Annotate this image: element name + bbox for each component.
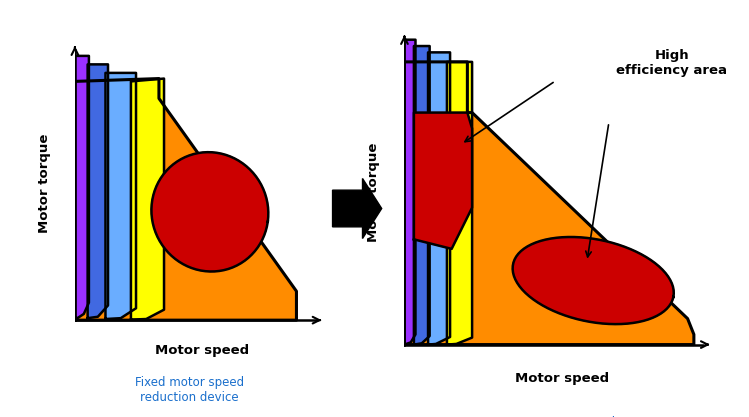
Text: Fixed motor speed
reduction device: Fixed motor speed reduction device	[135, 377, 244, 404]
Polygon shape	[75, 56, 89, 318]
Text: High
efficiency area: High efficiency area	[616, 49, 727, 77]
Polygon shape	[414, 113, 472, 249]
Polygon shape	[88, 64, 108, 318]
Text: Motor speed: Motor speed	[155, 344, 249, 357]
Polygon shape	[428, 53, 450, 344]
Polygon shape	[414, 46, 430, 344]
Text: Motor torque: Motor torque	[38, 134, 51, 233]
Polygon shape	[404, 40, 416, 344]
Text: Motor torque: Motor torque	[366, 142, 380, 241]
Polygon shape	[75, 78, 297, 320]
Polygon shape	[151, 152, 268, 271]
Text: Motor speed: Motor speed	[515, 372, 609, 385]
Polygon shape	[106, 73, 136, 319]
Polygon shape	[447, 62, 472, 344]
Polygon shape	[404, 62, 694, 344]
Text: Two-stage motor speed
reduction device: Two-stage motor speed reduction device	[477, 415, 615, 417]
Polygon shape	[512, 237, 674, 324]
FancyArrow shape	[333, 178, 382, 239]
Polygon shape	[131, 78, 164, 319]
